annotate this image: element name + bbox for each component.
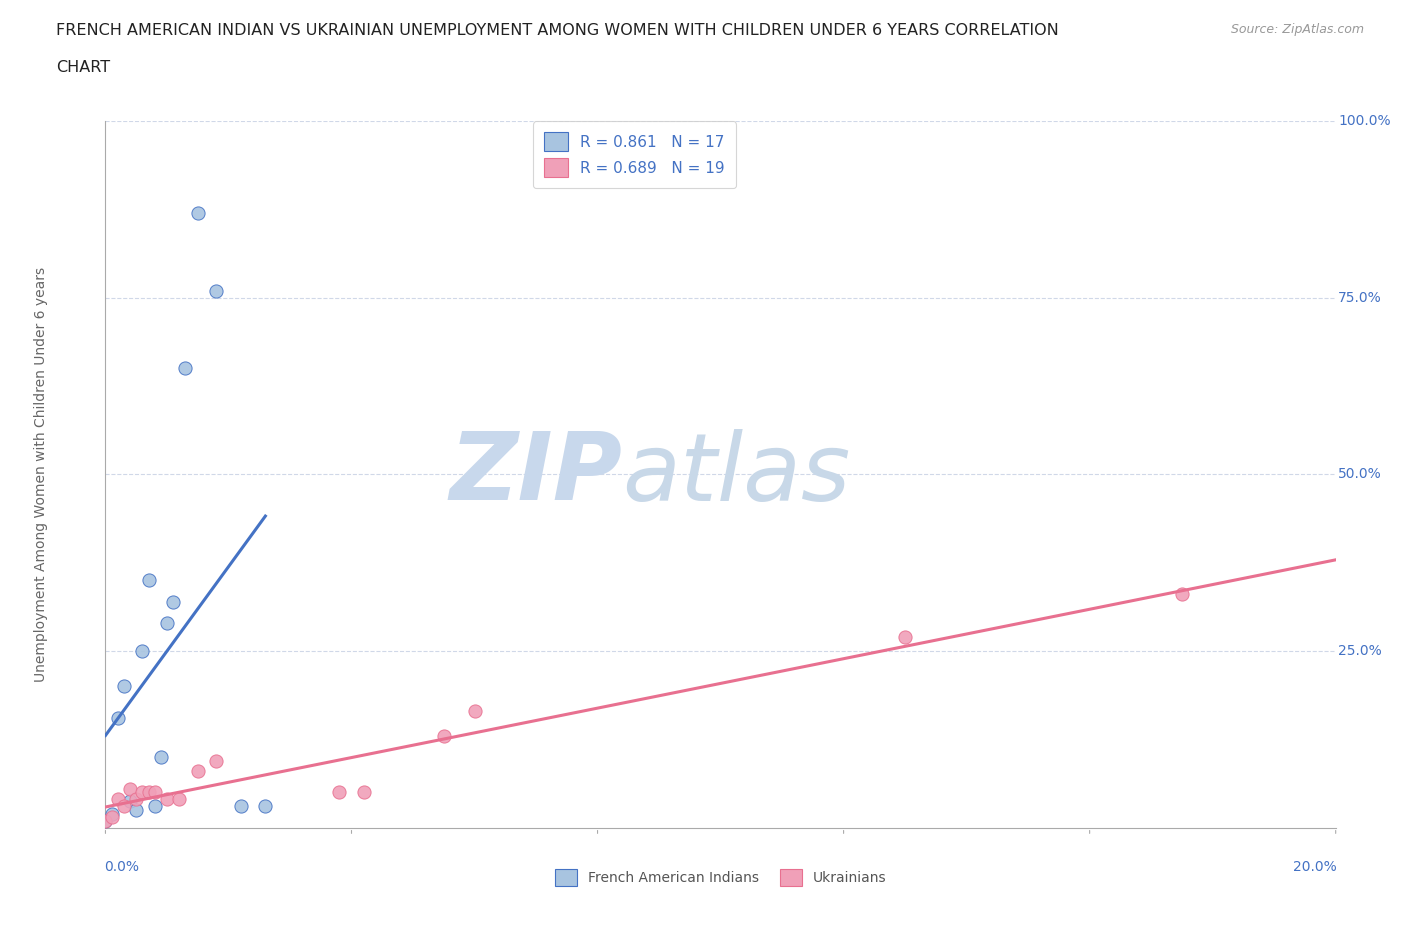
Point	[156, 792, 179, 807]
Point	[100, 810, 122, 825]
Point	[107, 711, 129, 725]
Point	[131, 785, 153, 800]
Text: 20.0%: 20.0%	[1294, 859, 1337, 873]
Point	[894, 630, 917, 644]
Point	[464, 704, 486, 719]
Point	[156, 616, 179, 631]
Text: ZIP: ZIP	[450, 429, 621, 520]
Text: atlas: atlas	[621, 429, 851, 520]
Point	[138, 785, 160, 800]
Point	[125, 792, 148, 807]
Point	[94, 813, 117, 828]
Point	[187, 206, 209, 220]
Point	[120, 793, 141, 808]
Point	[1171, 587, 1194, 602]
Text: 0.0%: 0.0%	[104, 859, 139, 873]
Point	[229, 799, 252, 814]
Point	[143, 785, 166, 800]
Point	[107, 792, 129, 807]
Point	[112, 799, 135, 814]
Point	[162, 594, 184, 609]
Point	[138, 573, 160, 588]
Point	[174, 361, 197, 376]
Point	[353, 785, 375, 800]
Point	[205, 283, 228, 298]
Text: CHART: CHART	[56, 60, 110, 75]
Point	[328, 785, 350, 800]
Point	[125, 803, 148, 817]
Text: FRENCH AMERICAN INDIAN VS UKRAINIAN UNEMPLOYMENT AMONG WOMEN WITH CHILDREN UNDER: FRENCH AMERICAN INDIAN VS UKRAINIAN UNEM…	[56, 23, 1059, 38]
Text: 100.0%: 100.0%	[1339, 113, 1391, 128]
Text: 75.0%: 75.0%	[1339, 290, 1382, 305]
Text: Source: ZipAtlas.com: Source: ZipAtlas.com	[1230, 23, 1364, 36]
Point	[100, 806, 122, 821]
Point	[149, 750, 172, 764]
Text: 50.0%: 50.0%	[1339, 467, 1382, 482]
Text: 25.0%: 25.0%	[1339, 644, 1382, 658]
Point	[254, 799, 277, 814]
Point	[94, 813, 117, 828]
Point	[112, 679, 135, 694]
Point	[143, 799, 166, 814]
Point	[169, 792, 191, 807]
Point	[433, 728, 456, 743]
Legend: French American Indians, Ukrainians: French American Indians, Ukrainians	[548, 863, 893, 892]
Point	[205, 753, 228, 768]
Point	[187, 764, 209, 778]
Point	[131, 644, 153, 658]
Text: Unemployment Among Women with Children Under 6 years: Unemployment Among Women with Children U…	[35, 267, 48, 682]
Point	[120, 781, 141, 796]
